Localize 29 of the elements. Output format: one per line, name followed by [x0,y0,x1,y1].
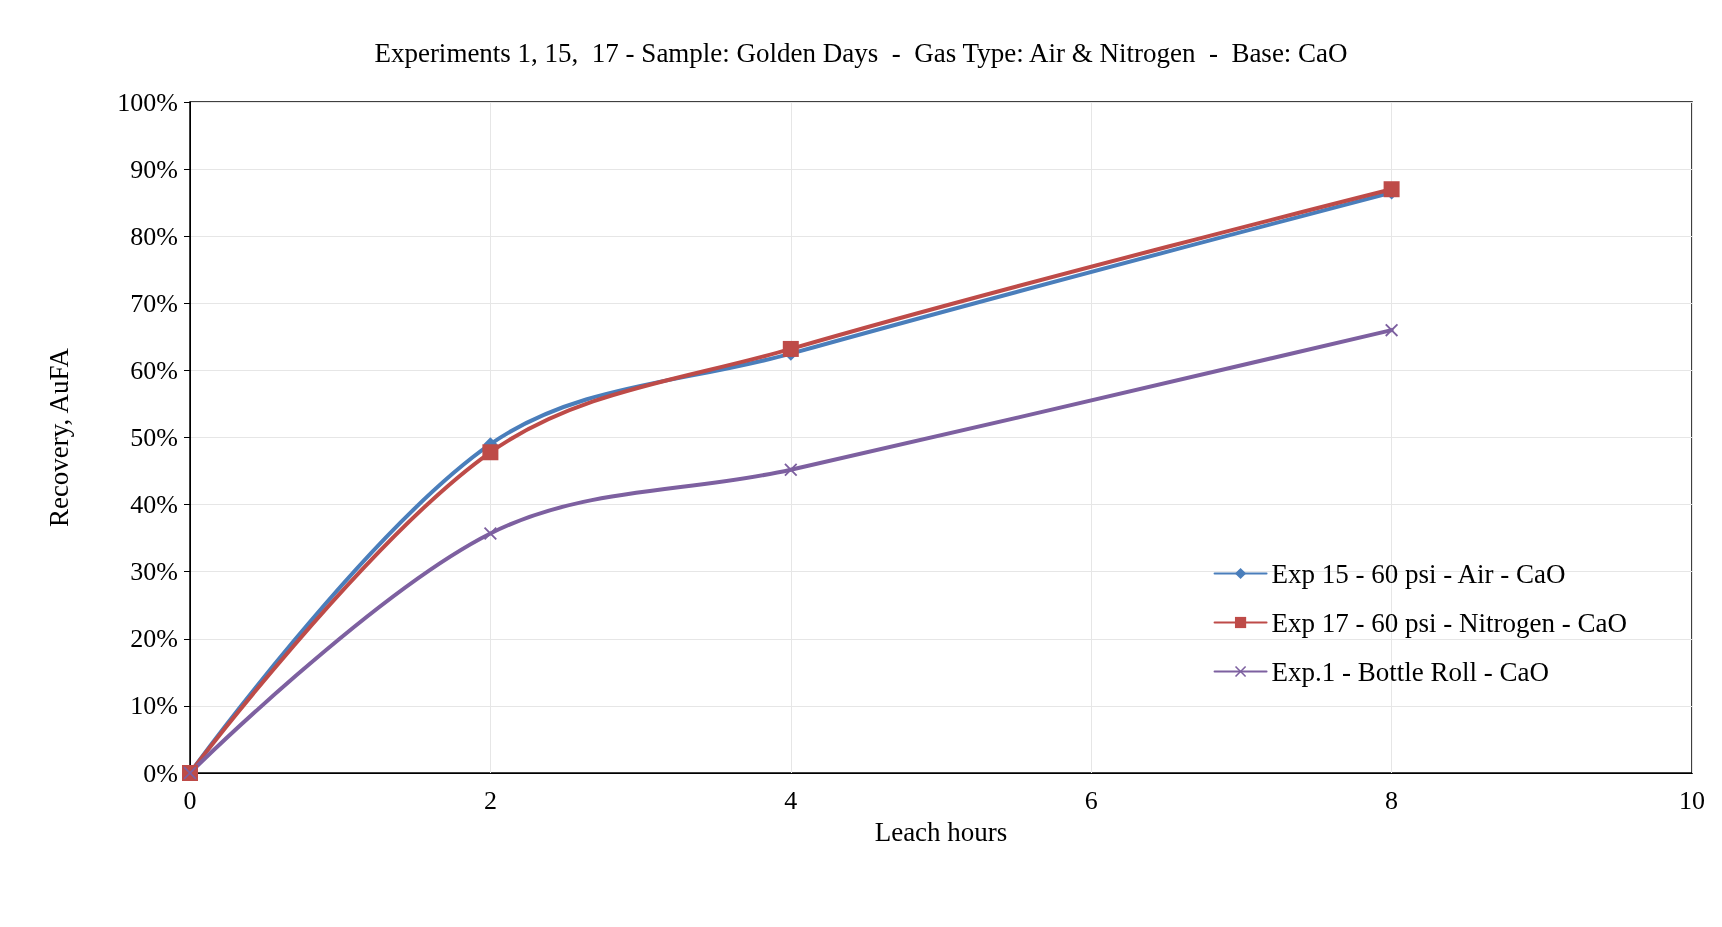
x-tick-label: 2 [483,785,497,815]
point [1383,181,1400,198]
y-tick-label: 20% [130,624,178,654]
x-tick-label: 6 [1084,785,1098,815]
x-tick-label: 8 [1385,785,1399,815]
y-tick-label: 70% [130,288,178,318]
x-tick-label: 0 [183,785,197,815]
legend-label: Exp 17 - 60 psi - Nitrogen - CaO [1271,607,1628,638]
legend-label: Exp 15 - 60 psi - Air - CaO [1271,558,1566,589]
y-axis-title: Recovery, AuFA [43,347,74,528]
point [1385,323,1399,337]
point [482,444,499,461]
x-axis-title: Leach hours [874,816,1008,847]
y-tick-label: 30% [130,557,178,587]
x-tick-label: 10 [1679,785,1705,815]
y-tick-label: 0% [143,758,178,788]
legend-label: Exp.1 - Bottle Roll - CaO [1271,656,1550,687]
y-tick-label: 40% [130,490,178,520]
point [782,340,799,357]
x-tick-label: 4 [784,785,798,815]
y-tick-label: 80% [130,221,178,251]
chart-title: Experiments 1, 15, 17 - Sample: Golden Days - Gas Type: Air & Nitrogen - Base: CaO [374,37,1348,68]
y-tick-label: 10% [130,691,178,721]
y-tick-label: 100% [117,87,178,117]
point [483,526,497,540]
y-tick-label: 90% [130,154,178,184]
point [784,463,798,477]
y-tick-label: 50% [130,423,178,452]
y-tick-label: 60% [130,355,178,385]
